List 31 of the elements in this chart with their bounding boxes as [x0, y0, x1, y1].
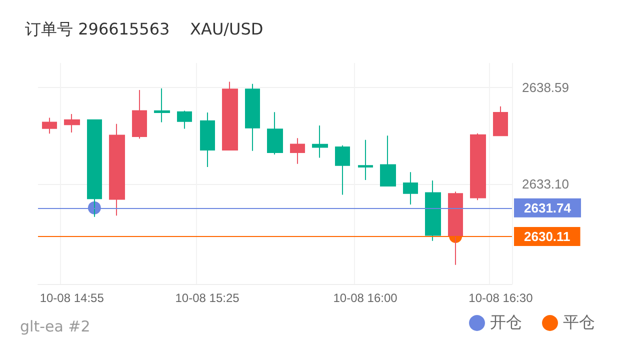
candlestick: [177, 110, 192, 130]
candlestick: [267, 112, 283, 156]
candlestick: [132, 90, 147, 140]
x-tick-label: 10-08 16:00: [333, 291, 398, 305]
ref-line-label: 2630.11: [524, 228, 570, 244]
candlestick: [380, 135, 396, 186]
candlestick: [245, 83, 260, 152]
candlestick: [312, 124, 328, 158]
candlestick: [109, 123, 125, 216]
x-tick-label: 10-08 14:55: [40, 291, 104, 305]
x-tick-label: 10-08 16:30: [468, 291, 534, 305]
y-tick-label: 2633.10: [522, 176, 569, 192]
candlestick: [470, 132, 486, 201]
candlestick: [425, 180, 441, 242]
x-tick-label: 10-08 15:25: [175, 291, 240, 305]
candlestick: [200, 112, 215, 168]
y-tick-label: 2638.59: [522, 80, 569, 96]
candlestick: [335, 144, 350, 196]
candlestick: [290, 138, 305, 164]
candlestick: [64, 114, 80, 133]
ref-line-label: 2631.74: [524, 200, 572, 216]
legend-label: 平仓: [563, 314, 595, 332]
candlestick: [493, 106, 508, 136]
text: glt-ea #2: [20, 318, 90, 336]
candlestick: [42, 117, 57, 134]
chart-title: 订单号 296615563 XAU/USD: [25, 20, 264, 38]
legend-label: 开仓: [490, 314, 522, 332]
candlestick: [403, 172, 418, 206]
candlestick: [154, 88, 170, 123]
candlestick: [222, 81, 238, 150]
candlestick: [358, 139, 373, 180]
